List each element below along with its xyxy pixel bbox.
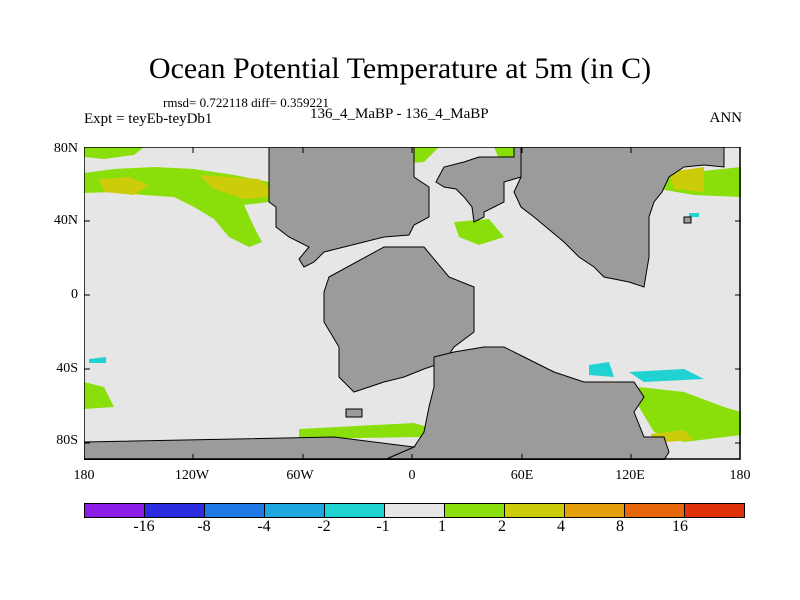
north-pacific-yellow-east [199, 175, 269, 199]
colorbar-box [85, 504, 145, 517]
period-label: 136_4_MaBP - 136_4_MaBP [310, 106, 489, 122]
lon-label-120w: 120W [174, 468, 210, 483]
colorbar-box [205, 504, 265, 517]
south-pacific-cool [89, 357, 106, 363]
colorbar-label: 16 [672, 518, 688, 535]
colorbar-label: -8 [197, 518, 211, 535]
landmass-antarctica-australia [383, 346, 670, 460]
lat-label-40n: 40N [53, 213, 78, 228]
rmsd-diff-stats: rmsd= 0.722118 diff= 0.359221 [163, 95, 329, 110]
north-pacific-yellow-far-east [669, 167, 704, 192]
chart-title: Ocean Potential Temperature at 5m (in C) [148, 52, 652, 85]
island-east [683, 216, 692, 224]
colorbar [84, 503, 745, 518]
colorbar-box [325, 504, 385, 517]
lat-label-0: 0 [71, 287, 78, 302]
north-pacific-yellow-west [99, 177, 149, 195]
colorbar-box [685, 504, 744, 517]
lat-label-40s: 40S [56, 361, 78, 376]
colorbar-box [565, 504, 625, 517]
lon-label-0: 0 [408, 468, 416, 483]
map-ticks [84, 147, 741, 460]
south-indian-cool-1 [589, 362, 614, 377]
land-masses [84, 147, 725, 460]
southern-pacific-warm [84, 382, 114, 409]
map-plot [84, 147, 741, 460]
mediterranean-warm [454, 219, 504, 245]
arctic-pacific-warm [84, 147, 144, 159]
colorbar-label: -4 [257, 518, 271, 535]
colorbar-label: 1 [438, 518, 446, 535]
colorbar-box [445, 504, 505, 517]
colorbar-label: -1 [376, 518, 390, 535]
southern-ocean-australia-warm [639, 387, 741, 442]
cool-anomaly [89, 213, 704, 382]
experiment-label: Expt = teyEb-teyDb1 [84, 111, 213, 127]
colorbar-box [265, 504, 325, 517]
lon-label-180w: 180 [73, 468, 95, 483]
island-south-atlantic [345, 408, 363, 418]
landmass-south-pacific-strip [84, 436, 416, 460]
colorbar-box [145, 504, 205, 517]
colorbar-label: 4 [557, 518, 565, 535]
lon-label-180e: 180 [729, 468, 751, 483]
colorbar-box [505, 504, 565, 517]
colorbar-box [625, 504, 685, 517]
landmass-asia [513, 147, 725, 288]
lat-label-80n: 80N [53, 141, 78, 156]
landmass-north-america [268, 147, 430, 268]
colorbar-label: -2 [317, 518, 331, 535]
south-indian-cool-2 [629, 369, 704, 382]
colorbar-label: 2 [498, 518, 506, 535]
colorbar-label: 8 [616, 518, 624, 535]
lon-label-120e: 120E [615, 468, 645, 483]
landmass-south-america-africa [323, 246, 475, 393]
colorbar-label: -16 [133, 518, 155, 535]
season-label: ANN [709, 110, 743, 126]
colorbar-box [385, 504, 445, 517]
lon-label-60w: 60W [286, 468, 314, 483]
southern-ocean-atlantic-warm [299, 423, 444, 439]
australia-east-cool [689, 213, 699, 217]
lon-label-60e: 60E [510, 468, 534, 483]
lat-label-80s: 80S [56, 433, 78, 448]
landmass-eurasia-west [435, 147, 522, 223]
